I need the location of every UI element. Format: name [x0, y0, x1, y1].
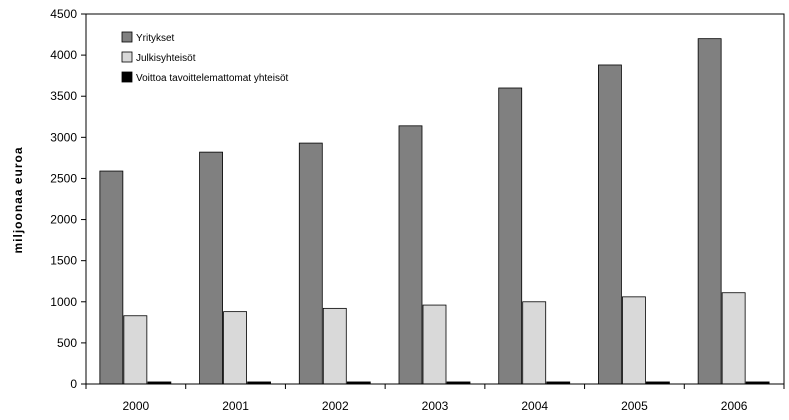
- x-tick-label: 2006: [721, 399, 748, 413]
- x-tick-label: 2002: [322, 399, 349, 413]
- y-tick-label: 500: [57, 336, 77, 350]
- y-tick-label: 4500: [50, 7, 77, 21]
- x-tick-label: 2001: [222, 399, 249, 413]
- y-axis-ticks: 0 500 1000 1500 2000 2500 3000 3500 4000 4500: [50, 7, 86, 391]
- x-tick-label: 2003: [422, 399, 449, 413]
- y-axis-label: miljoonaa euroa: [11, 146, 25, 253]
- legend: Yritykset Julkisyhteisöt Voittoa tavoittel…: [121, 31, 289, 84]
- bar-yritykset-2000: [99, 170, 124, 385]
- axes: [85, 13, 785, 385]
- bar-julkisyhteisot-2003: [422, 304, 447, 385]
- legend-label: Julkisyhteisöt: [136, 53, 196, 64]
- y-tick-label: 0: [70, 377, 77, 391]
- x-tick-label: 2005: [621, 399, 648, 413]
- bar-yritykset-2003: [398, 125, 423, 385]
- y-tick-label: 3500: [50, 89, 77, 103]
- x-axis-ticks: 2000 2001 2002 2003 2004 2005 2006: [85, 384, 785, 413]
- y-tick-label: 4000: [50, 48, 77, 62]
- y-tick-label: 1500: [50, 254, 77, 268]
- y-tick-label: 2000: [50, 213, 77, 227]
- bar-yritykset-2001: [199, 151, 223, 385]
- bar-julkisyhteisot-2001: [223, 311, 247, 385]
- bar-julkisyhteisot-2002: [322, 307, 347, 385]
- x-tick-label: 2000: [123, 399, 150, 413]
- legend-swatch: [121, 51, 133, 63]
- bar-yritykset-2005: [598, 64, 622, 385]
- legend-label: Voittoa tavoittelemattomat yhteisöt: [136, 73, 289, 84]
- plot-frame: [85, 13, 785, 385]
- bar-julkisyhteisot-2004: [522, 301, 547, 385]
- legend-swatch: [121, 31, 133, 43]
- bar-yritykset-2006: [697, 38, 722, 385]
- bars: [99, 38, 770, 385]
- y-tick-label: 3000: [50, 130, 77, 144]
- bar-julkisyhteisot-2000: [123, 315, 148, 385]
- legend-swatch: [121, 71, 133, 83]
- bar-yritykset-2002: [298, 142, 323, 385]
- bar-yritykset-2004: [498, 87, 523, 385]
- y-tick-label: 1000: [50, 295, 77, 309]
- legend-label: Yritykset: [136, 33, 175, 44]
- y-tick-label: 2500: [50, 171, 77, 185]
- x-tick-label: 2004: [521, 399, 548, 413]
- bar-julkisyhteisot-2006: [721, 292, 746, 385]
- bar-julkisyhteisot-2005: [622, 296, 646, 385]
